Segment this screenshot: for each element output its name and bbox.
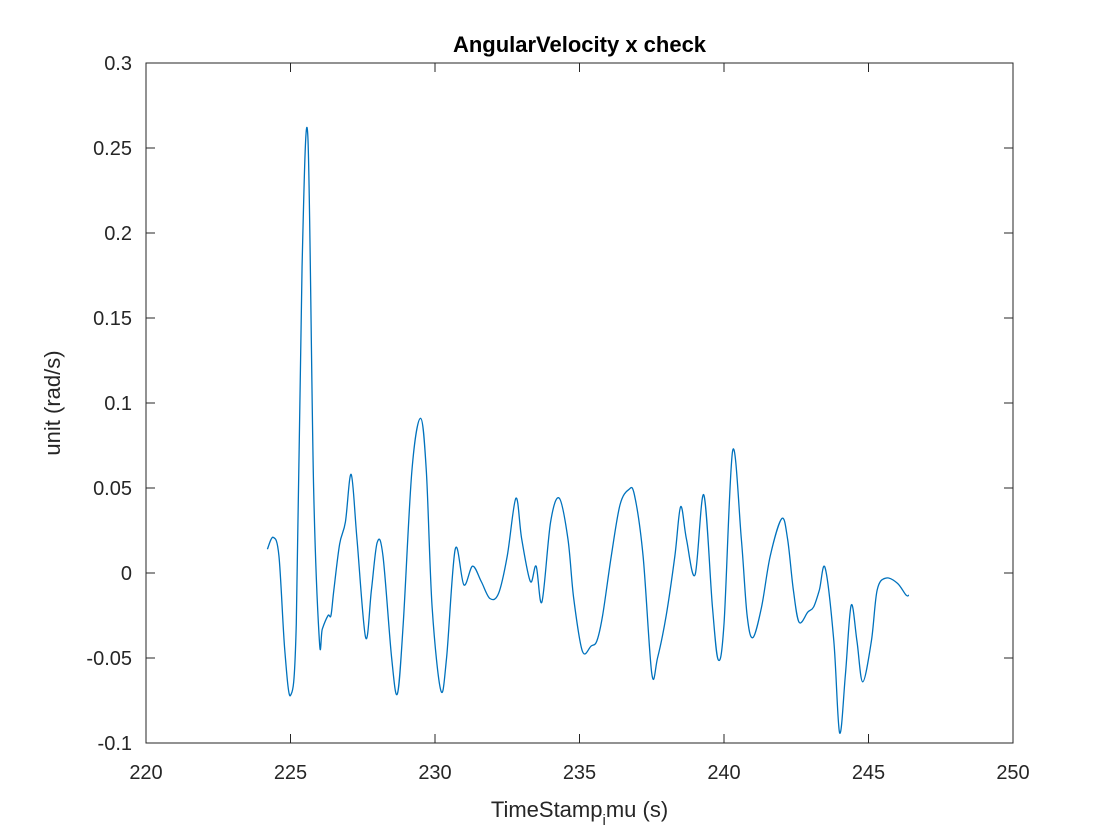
x-tick-label: 230: [418, 762, 451, 784]
x-tick-labels: 220 225 230 235 240 245 250: [129, 762, 1029, 784]
x-axis-label: TimeStampimu (s): [491, 797, 668, 829]
y-tick-label: 0.05: [93, 478, 132, 500]
y-tick-label: 0.2: [104, 223, 132, 245]
x-tick-label: 225: [274, 762, 307, 784]
x-axis-label-subscript: i: [602, 812, 605, 829]
plot-area: [145, 62, 1014, 744]
y-tick-label: -0.05: [86, 648, 132, 670]
x-axis-label-rest: mu (s): [606, 797, 668, 822]
chart-title: AngularVelocity x check: [453, 32, 707, 57]
y-tick-label: -0.1: [98, 733, 132, 755]
x-tick-label: 250: [996, 762, 1029, 784]
x-axis-label-main: TimeStamp: [491, 797, 603, 822]
axis-ticks: [145, 62, 1014, 744]
y-tick-label: 0.1: [104, 393, 132, 415]
x-tick-label: 235: [563, 762, 596, 784]
series-line: [266, 126, 910, 734]
x-tick-label: 245: [852, 762, 885, 784]
y-tick-labels: -0.1 -0.05 0 0.05 0.1 0.15 0.2 0.25 0.3: [86, 53, 132, 755]
y-axis-label: unit (rad/s): [40, 350, 65, 455]
y-tick-label: 0.25: [93, 138, 132, 160]
y-tick-label: 0: [121, 563, 132, 585]
x-tick-label: 240: [707, 762, 740, 784]
y-tick-label: 0.3: [104, 53, 132, 75]
x-tick-label: 220: [129, 762, 162, 784]
y-tick-label: 0.15: [93, 308, 132, 330]
